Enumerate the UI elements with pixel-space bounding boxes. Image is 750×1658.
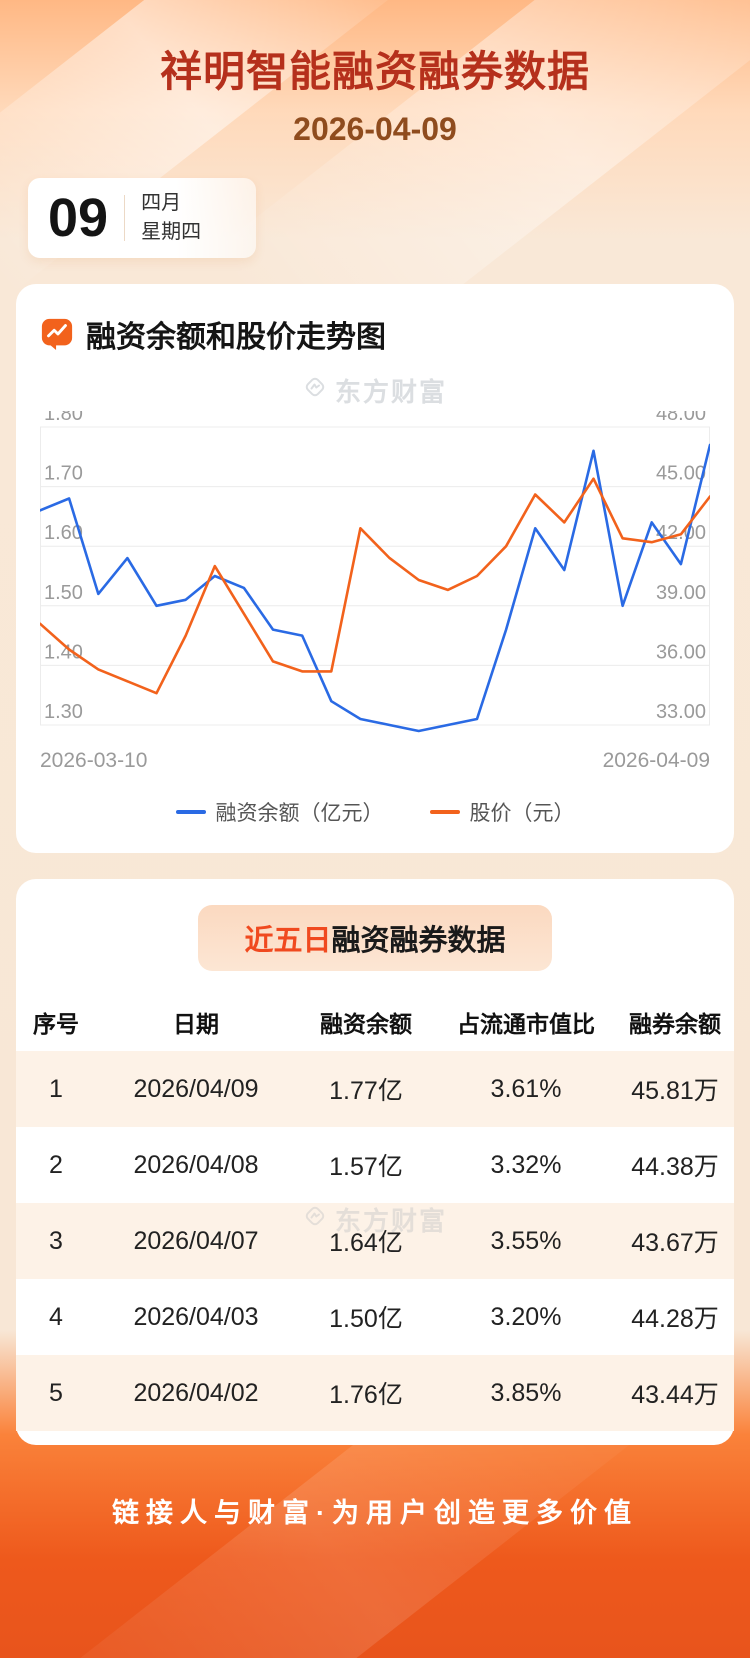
table-card: 近五日融资融券数据 东方财富 序号 日期 融资余额 占流通市值比 融券余额 1 2026/0…	[16, 879, 734, 1445]
table-cell: 2	[49, 1150, 63, 1179]
table-cell: 3.85%	[490, 1378, 562, 1407]
table-cell: 3.55%	[490, 1226, 562, 1255]
chart-legend: 融资余额（亿元） 股价（元）	[40, 797, 710, 827]
eastmoney-logo-icon	[303, 1204, 327, 1235]
table-cell: 1.57亿	[329, 1153, 403, 1181]
table-watermark: 东方财富	[16, 1201, 734, 1238]
table-cell: 1.76亿	[329, 1381, 403, 1409]
table-cell: 3.61%	[490, 1074, 562, 1103]
date-card: 09 四月 星期四	[28, 178, 256, 258]
svg-text:48.00: 48.00	[656, 411, 706, 425]
table-row: 2 2026/04/08 1.57亿 3.32% 44.38万	[16, 1127, 734, 1203]
table-header-cell: 日期	[173, 1011, 219, 1037]
table-cell: 45.81万	[631, 1077, 719, 1105]
table-cell: 3.32%	[490, 1150, 562, 1179]
table-header-cell: 占流通市值比	[457, 1011, 595, 1037]
table-cell: 2026/04/07	[133, 1226, 259, 1255]
table-header-cell: 融资余额	[320, 1011, 412, 1037]
table-cell: 2026/04/02	[133, 1378, 259, 1407]
table-title-rest: 融资融券数据	[331, 925, 506, 957]
legend-item[interactable]: 融资余额（亿元）	[175, 797, 384, 827]
table-cell: 44.28万	[631, 1305, 719, 1333]
eastmoney-logo-icon	[303, 375, 327, 406]
table-row: 4 2026/04/03 1.50亿 3.20% 44.28万	[16, 1279, 734, 1355]
svg-text:1.40: 1.40	[44, 641, 83, 663]
svg-text:39.00: 39.00	[656, 582, 706, 604]
header: 祥明智能融资融券数据 2026-04-09 09 四月 星期四	[0, 0, 750, 258]
table-row: 1 2026/04/09 1.77亿 3.61% 45.81万	[16, 1051, 734, 1127]
svg-text:1.80: 1.80	[44, 411, 83, 425]
trend-chart: 1.80 48.001.70 45.001.60 42.001.50 39.001.40…	[40, 411, 710, 733]
chart-section-title: 融资余额和股价走势图	[86, 321, 386, 354]
date-day: 09	[48, 188, 109, 248]
page-title: 祥明智能融资融券数据	[159, 48, 590, 95]
table-cell: 1.50亿	[329, 1305, 403, 1333]
watermark-text: 东方财富	[334, 377, 447, 407]
table-title-banner: 近五日融资融券数据	[198, 905, 552, 971]
table-title-highlight: 近五日	[244, 925, 332, 957]
table-cell: 43.67万	[631, 1229, 719, 1257]
margin-data-table: 序号 日期 融资余额 占流通市值比 融券余额 1 2026/04/09 1.77亿 3.61% 4…	[16, 993, 734, 1431]
header-date: 2026-04-09	[293, 111, 457, 147]
x-axis-start-label: 2026-03-10	[40, 749, 148, 772]
legend-item[interactable]: 股价（元）	[429, 797, 575, 827]
svg-text:1.60: 1.60	[44, 522, 83, 544]
table-cell: 1.77亿	[329, 1077, 403, 1105]
table-cell: 1.64亿	[329, 1229, 403, 1257]
table-cell: 44.38万	[631, 1153, 719, 1181]
legend-label: 股价（元）	[469, 802, 575, 825]
table-row: 3 2026/04/07 1.64亿 3.55% 43.67万	[16, 1203, 734, 1279]
table-row: 5 2026/04/02 1.76亿 3.85% 43.44万	[16, 1355, 734, 1431]
svg-text:1.30: 1.30	[44, 701, 83, 723]
x-axis-labels: 2026-03-10 2026-04-09	[40, 749, 710, 773]
trend-chart-icon	[40, 316, 74, 352]
svg-text:1.70: 1.70	[44, 463, 83, 485]
footer-slogan: 链接人与财富·为用户创造更多价值	[112, 1498, 638, 1528]
watermark-text: 东方财富	[334, 1205, 447, 1236]
chart-card: 融资余额和股价走势图 东方财富 1.80 48.00 1.70 45.00 1.60 42…	[16, 284, 734, 853]
table-cell: 1	[49, 1074, 63, 1103]
svg-text:45.00: 45.00	[656, 463, 706, 485]
table-cell: 3	[49, 1226, 63, 1255]
table-cell: 43.44万	[631, 1381, 719, 1409]
table-cell: 2026/04/09	[133, 1074, 259, 1103]
legend-line-marker	[429, 810, 460, 814]
date-weekday: 星期四	[141, 221, 202, 243]
svg-text:36.00: 36.00	[656, 641, 706, 663]
table-cell: 2026/04/03	[133, 1302, 259, 1331]
legend-line-marker	[175, 810, 206, 814]
svg-text:1.50: 1.50	[44, 582, 83, 604]
chart-watermark: 东方财富	[40, 372, 710, 409]
date-card-divider	[124, 195, 126, 241]
table-header-cell: 序号	[33, 1011, 79, 1037]
table-cell: 4	[49, 1302, 63, 1331]
x-axis-end-label: 2026-04-09	[602, 749, 710, 772]
table-cell: 2026/04/08	[133, 1150, 259, 1179]
chart-section-title-row: 融资余额和股价走势图	[40, 312, 710, 356]
table-header-row: 序号 日期 融资余额 占流通市值比 融券余额	[16, 993, 734, 1051]
table-cell: 5	[49, 1378, 63, 1407]
date-month: 四月	[141, 192, 182, 214]
table-cell: 3.20%	[490, 1302, 562, 1331]
table-header-cell: 融券余额	[629, 1011, 721, 1037]
legend-label: 融资余额（亿元）	[215, 802, 384, 825]
svg-text:33.00: 33.00	[656, 701, 706, 723]
chart-area: 1.80 48.00 1.70 45.00 1.60 42.00 1.50 39.00 1.40…	[40, 411, 710, 827]
